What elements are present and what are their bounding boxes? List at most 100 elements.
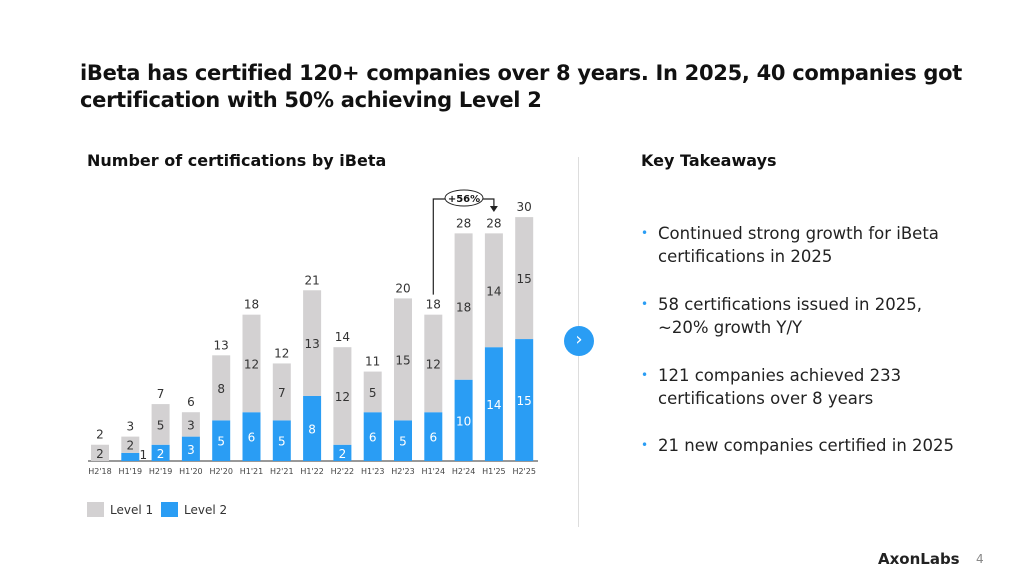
bar-level2 bbox=[363, 412, 382, 461]
growth-badge bbox=[444, 189, 484, 207]
growth-annotation: +56% bbox=[448, 194, 480, 205]
total-label: 28 bbox=[456, 216, 471, 230]
x-tick-label: H2'21 bbox=[270, 467, 293, 476]
bar-level2 bbox=[394, 420, 412, 461]
bar-level2 bbox=[515, 339, 534, 461]
level1-label: 13 bbox=[304, 337, 319, 351]
level2-label: 1 bbox=[139, 448, 147, 462]
total-label: 3 bbox=[126, 420, 134, 434]
x-tick-label: H2'22 bbox=[331, 467, 354, 476]
level2-label: 5 bbox=[278, 435, 286, 449]
arrow-down-icon bbox=[489, 206, 498, 212]
level1-label: 14 bbox=[486, 284, 501, 298]
level1-label: 12 bbox=[426, 357, 441, 371]
total-label: 30 bbox=[517, 200, 532, 214]
level2-label: 5 bbox=[399, 435, 407, 449]
level2-label: 2 bbox=[157, 447, 165, 461]
x-tick-label: H1'25 bbox=[482, 467, 505, 476]
x-tick-label: H2'23 bbox=[391, 467, 414, 476]
bar-chart: H2'1822H1'19321H2'19752H1'20633H2'201385… bbox=[88, 189, 538, 476]
bar-level2 bbox=[424, 412, 443, 461]
total-label: 14 bbox=[335, 330, 350, 344]
level2-label: 6 bbox=[369, 431, 377, 445]
x-tick-label: H1'19 bbox=[119, 467, 142, 476]
level1-label: 18 bbox=[456, 301, 471, 315]
level1-label: 2 bbox=[96, 447, 104, 461]
total-label: 21 bbox=[304, 273, 319, 287]
bar-level2 bbox=[484, 347, 503, 461]
level1-label: 12 bbox=[335, 390, 350, 404]
level2-label: 15 bbox=[517, 394, 532, 408]
takeaway-item: • 58 certifications issued in 2025, ~20% … bbox=[641, 293, 958, 339]
total-label: 7 bbox=[157, 387, 165, 401]
bar-level1 bbox=[303, 290, 322, 396]
level2-label: 6 bbox=[248, 431, 256, 445]
bar-level1 bbox=[454, 233, 473, 380]
bar-level1 bbox=[272, 363, 291, 421]
x-tick-label: H2'20 bbox=[209, 467, 232, 476]
bar-level1 bbox=[515, 217, 534, 340]
bar-level2 bbox=[454, 379, 473, 461]
takeaway-text: 58 certifications issued in 2025, ~20% g… bbox=[658, 295, 922, 337]
takeaways-title: Key Takeaways bbox=[641, 151, 777, 170]
level2-label: 14 bbox=[486, 398, 501, 412]
chart-title: Number of certifications by iBeta bbox=[87, 151, 387, 170]
legend-swatch-level2 bbox=[161, 502, 178, 517]
bar-level2 bbox=[333, 444, 352, 461]
bar-level2 bbox=[121, 452, 140, 461]
bar-level1 bbox=[424, 314, 443, 413]
legend-label: Level 1 bbox=[110, 502, 154, 517]
level1-label: 12 bbox=[244, 357, 259, 371]
total-label: 6 bbox=[187, 395, 195, 409]
bar-level2 bbox=[151, 444, 170, 461]
bar-level1 bbox=[484, 233, 503, 348]
x-tick-label: H1'22 bbox=[300, 467, 323, 476]
total-label: 12 bbox=[274, 346, 289, 360]
level2-label: 10 bbox=[456, 414, 471, 428]
legend-level2: Level 2 bbox=[161, 502, 227, 517]
legend-level1: Level 1 bbox=[87, 502, 153, 517]
level1-label: 7 bbox=[278, 386, 286, 400]
level1-label: 15 bbox=[395, 353, 410, 367]
legend-swatch-level1 bbox=[87, 502, 104, 517]
x-tick-label: H2'19 bbox=[149, 467, 172, 476]
level1-label: 2 bbox=[126, 439, 134, 453]
bar-level1 bbox=[242, 314, 261, 413]
level2-label: 2 bbox=[339, 447, 347, 461]
bar-level1 bbox=[333, 347, 352, 445]
bar-level2 bbox=[242, 412, 261, 461]
total-label: 20 bbox=[395, 281, 410, 295]
total-label: 13 bbox=[214, 338, 229, 352]
takeaway-item: • 121 companies achieved 233 certificatio… bbox=[641, 364, 958, 410]
bar-level1 bbox=[181, 412, 200, 437]
bar-level1 bbox=[212, 355, 231, 421]
logo: AxonLabs bbox=[878, 550, 960, 568]
level2-label: 3 bbox=[187, 443, 195, 457]
bullet-icon: • bbox=[641, 297, 649, 311]
bullet-icon: • bbox=[641, 438, 649, 452]
total-label: 28 bbox=[486, 216, 501, 230]
slide-title: iBeta has certified 120+ companies over … bbox=[80, 61, 963, 112]
total-label: 18 bbox=[244, 298, 259, 312]
page-number: 4 bbox=[976, 552, 984, 566]
x-tick-label: H1'23 bbox=[361, 467, 384, 476]
chevron-right-icon: › bbox=[564, 326, 594, 356]
takeaway-item: • Continued strong growth for iBeta certi… bbox=[641, 222, 958, 268]
bar-level2 bbox=[303, 395, 322, 461]
bar-level1 bbox=[394, 298, 412, 421]
level1-label: 3 bbox=[187, 418, 195, 432]
level2-label: 8 bbox=[308, 422, 316, 436]
bar-level1 bbox=[363, 371, 382, 413]
x-tick-label: H1'24 bbox=[422, 467, 445, 476]
bullet-icon: • bbox=[641, 226, 649, 240]
legend-label: Level 2 bbox=[184, 502, 228, 517]
bar-level2 bbox=[212, 420, 231, 461]
takeaway-item: • 21 new companies certified in 2025 bbox=[641, 434, 958, 457]
x-tick-label: H1'21 bbox=[240, 467, 263, 476]
total-label: 2 bbox=[96, 428, 104, 442]
total-label: 18 bbox=[426, 298, 441, 312]
x-tick-label: H1'20 bbox=[179, 467, 202, 476]
level1-label: 5 bbox=[157, 418, 165, 432]
bar-level1 bbox=[91, 444, 109, 461]
takeaway-text: Continued strong growth for iBeta certif… bbox=[658, 224, 939, 266]
